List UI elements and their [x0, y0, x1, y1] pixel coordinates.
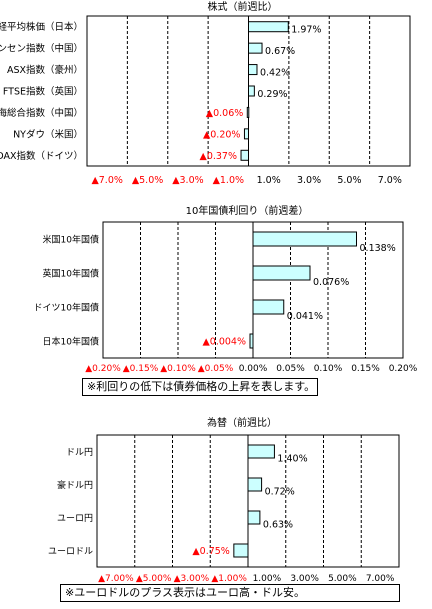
value-label: 0.63%: [263, 520, 293, 531]
value-label: ▲0.75%: [192, 546, 230, 557]
value-label: 0.138%: [360, 243, 396, 254]
category-label: 上海総合指数（中国）: [0, 107, 83, 119]
tick-label: ▲1.0%: [213, 175, 244, 186]
category-label: 香港ハンセン指数（中国）: [0, 43, 83, 55]
category-label: FTSE指数（英国）: [3, 86, 83, 98]
bar: [243, 128, 249, 140]
category-label: 米国10年国債: [43, 234, 99, 246]
bar: [252, 231, 357, 247]
fx-note: ※ユーロドルのプラス表示はユーロ高・ドル安。: [60, 584, 400, 602]
tick-label: ▲1.00%: [211, 574, 247, 584]
value-label: ▲0.004%: [202, 337, 246, 348]
chart-title: 株式（前週比）: [208, 0, 278, 13]
bar: [233, 543, 249, 558]
fx-weekly-change-chart: 為替（前週比） ドル円 1.40% 豪ドル円 0.72% ユーロ円 0.63% ユーロドル ▲0…: [48, 416, 400, 584]
value-label: 0.42%: [260, 68, 290, 79]
tick-label: 5.0%: [337, 175, 361, 186]
value-label: 1.40%: [277, 454, 307, 465]
bar: [247, 510, 261, 525]
category-label: ドル円: [66, 447, 93, 458]
bar: [240, 149, 249, 161]
category-label: NYダウ（米国）: [13, 128, 83, 140]
tick-label: ▲0.10%: [160, 364, 196, 374]
chart-title: 10年国債利回り（前週差）: [186, 204, 309, 217]
tick-label: 5.00%: [328, 574, 357, 584]
bar: [248, 42, 263, 54]
category-label: 豪ドル円: [57, 479, 93, 491]
tick-label: ▲0.20%: [85, 364, 121, 374]
category-label: 日経平均株価（日本）: [0, 21, 83, 33]
tick-label: 1.00%: [253, 574, 282, 584]
value-label: ▲0.20%: [203, 129, 241, 140]
category-label: ASX指数（豪州）: [7, 64, 83, 76]
category-label: ドイツ10年国債: [34, 302, 99, 314]
tick-label: ▲0.15%: [123, 364, 159, 374]
bar: [249, 333, 254, 349]
bar: [248, 85, 255, 97]
tick-label: ▲7.00%: [98, 574, 134, 584]
value-label: 0.67%: [265, 46, 295, 57]
tick-label: 3.00%: [290, 574, 319, 584]
tick-label: 3.0%: [297, 175, 321, 186]
bar: [247, 477, 263, 492]
tick-label: ▲3.0%: [172, 175, 203, 186]
tick-label: 0.20%: [389, 364, 418, 374]
value-label: ▲0.06%: [206, 108, 244, 119]
category-label: 英国10年国債: [43, 268, 99, 280]
bar: [248, 64, 258, 76]
category-label: 日本10年国債: [43, 336, 99, 348]
category-label: ユーロドル: [48, 547, 93, 557]
value-label: 0.72%: [265, 487, 295, 498]
value-label: 1.97%: [291, 25, 321, 36]
category-label: DAX指数（ドイツ）: [0, 150, 83, 162]
tick-label: ▲5.0%: [132, 175, 163, 186]
bar: [248, 21, 289, 33]
tick-label: 0.15%: [351, 364, 380, 374]
tick-label: 0.10%: [314, 364, 343, 374]
tick-label: 0.00%: [239, 364, 268, 374]
tick-label: 0.05%: [276, 364, 305, 374]
bar: [247, 444, 275, 459]
bond-yield-weekly-change-chart: 10年国債利回り（前週差） 米国10年国債 0.138% 英国10年国債 0.076% ド…: [34, 204, 418, 374]
bar: [252, 299, 285, 315]
bar: [246, 106, 250, 118]
bond-note: ※利回りの低下は債券価格の上昇を表します。: [82, 378, 318, 396]
tick-label: ▲7.0%: [91, 175, 122, 186]
tick-label: ▲3.00%: [174, 574, 210, 584]
tick-label: 7.00%: [366, 574, 395, 584]
value-label: 0.29%: [257, 89, 287, 100]
tick-label: 1.0%: [257, 175, 281, 186]
tick-label: 7.0%: [378, 175, 402, 186]
category-label: ユーロ円: [57, 513, 93, 524]
tick-label: ▲5.00%: [136, 574, 172, 584]
value-label: 0.041%: [287, 311, 323, 322]
bar: [252, 265, 311, 281]
value-label: 0.076%: [313, 277, 349, 288]
equity-weekly-change-chart: 株式（前週比） 日経平均株価（日本） 1.97% 香港ハンセン指数（中国） 0.67% A…: [0, 0, 411, 186]
tick-label: ▲0.05%: [198, 364, 234, 374]
value-label: ▲0.37%: [200, 151, 238, 162]
chart-title: 為替（前週比）: [207, 416, 277, 429]
